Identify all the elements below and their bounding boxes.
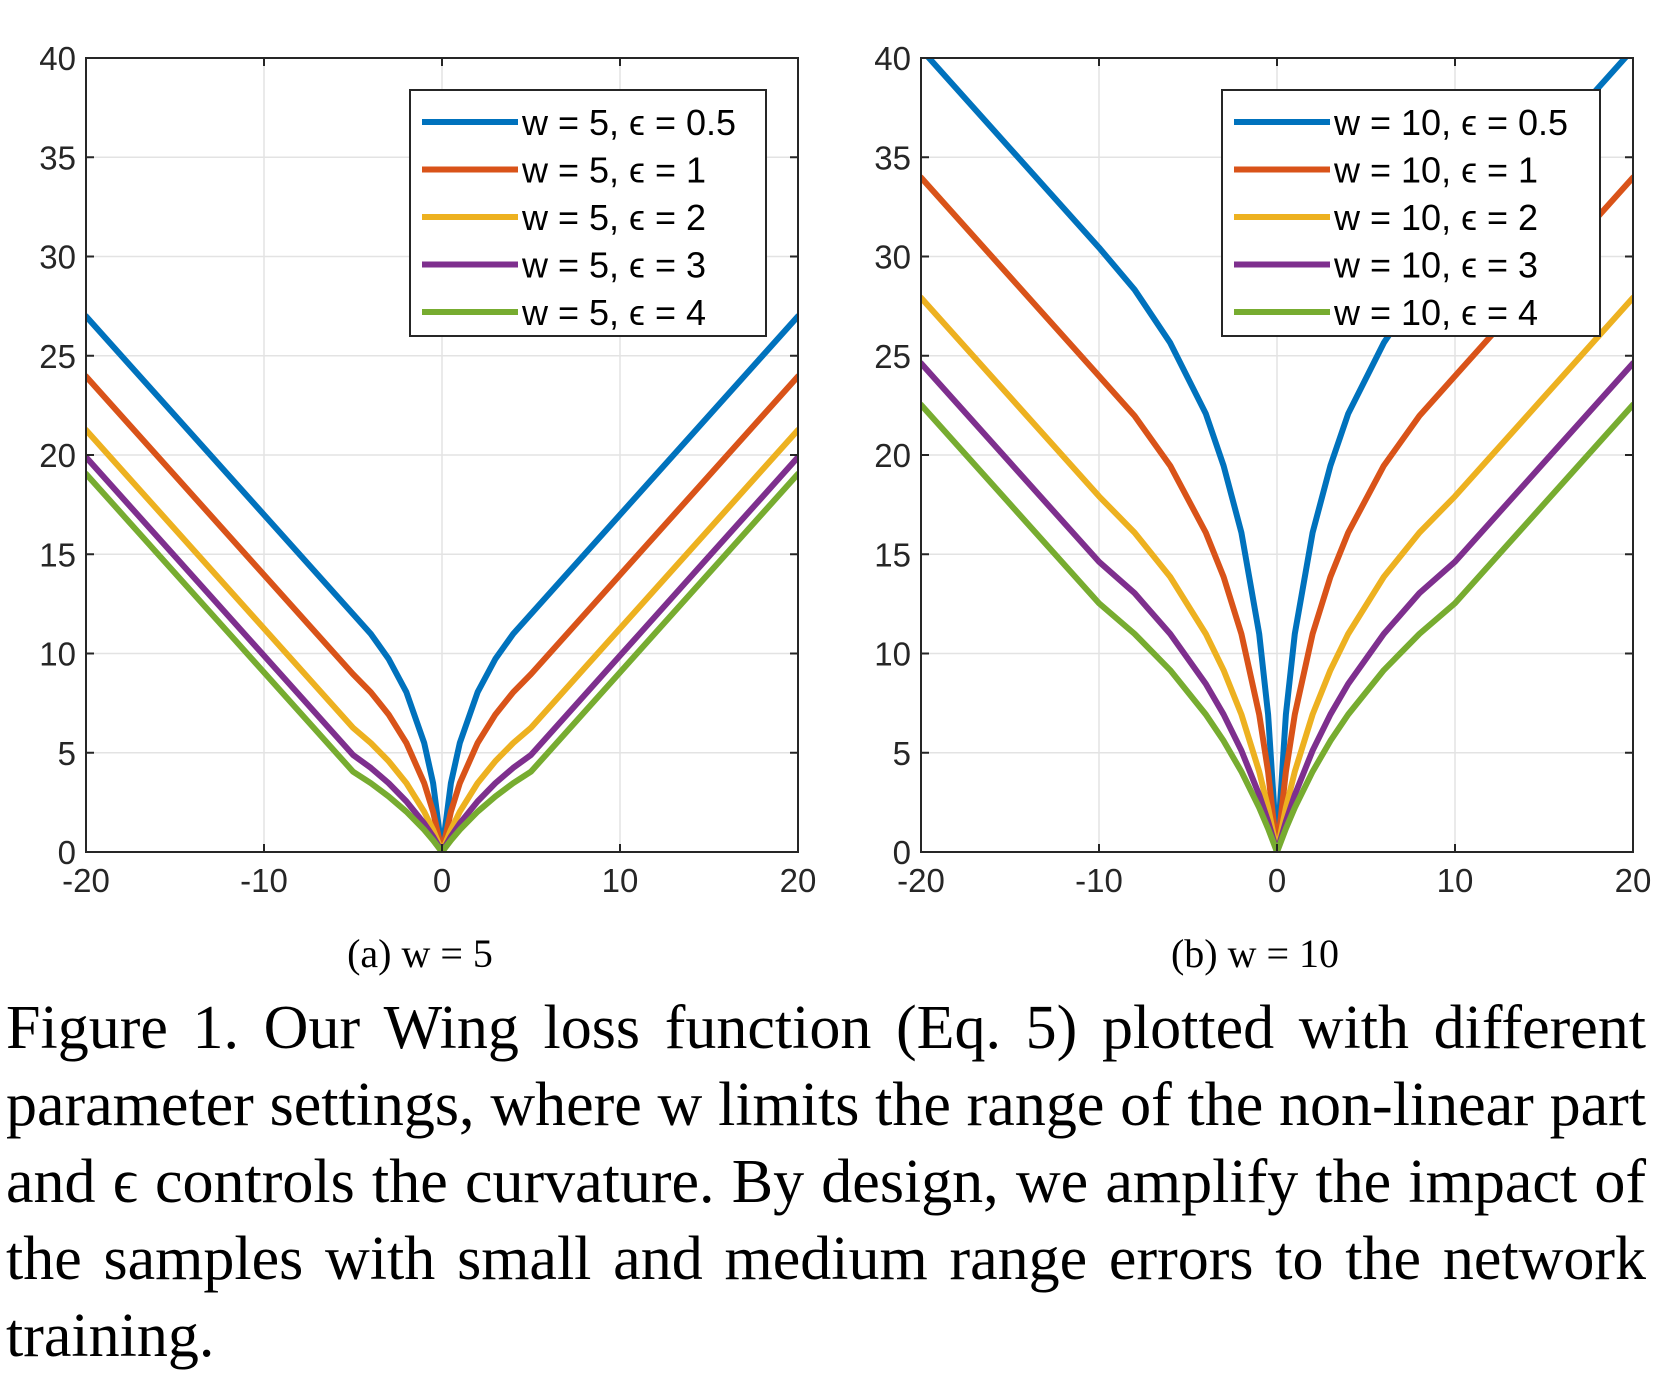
legend-label: w = 10, ϵ = 1: [1333, 150, 1538, 191]
y-tick-label: 20: [39, 437, 76, 474]
y-tick-label: 30: [874, 239, 911, 276]
series-line: [86, 426, 798, 852]
caption-line: the samples with small and medium range …: [6, 1225, 1646, 1293]
y-tick-label: 20: [874, 437, 911, 474]
series-line: [921, 174, 1633, 852]
caption-line: and ϵ controls the curvature. By design,…: [6, 1148, 1646, 1216]
subcaption-a: (a) w = 5: [347, 931, 493, 976]
chart-panel-a: -20 -10 0 10 20 0 5 10 15 20 25 30 35 40 w = 5, ϵ = 0.…: [39, 40, 816, 899]
caption-line: parameter settings, where w limits the r…: [6, 1071, 1646, 1139]
y-tick-label: 10: [874, 636, 911, 673]
series-group: [86, 313, 798, 852]
x-tick-label: -10: [240, 862, 288, 899]
legend-label: w = 5, ϵ = 4: [521, 292, 706, 333]
legend-label: w = 5, ϵ = 0.5: [521, 102, 736, 143]
series-line: [86, 454, 798, 852]
x-tick-label: -20: [897, 862, 945, 899]
y-tick-label: 35: [874, 139, 911, 176]
legend-label: w = 5, ϵ = 1: [521, 150, 706, 191]
series-line: [86, 373, 798, 852]
y-tick-label: 5: [893, 735, 911, 772]
y-tick-label: 10: [39, 636, 76, 673]
x-tick-label: 10: [1437, 862, 1474, 899]
x-tick-label: 0: [1268, 862, 1286, 899]
legend-label: w = 10, ϵ = 2: [1333, 197, 1538, 238]
y-tick-label: 0: [58, 834, 76, 871]
y-tick-label: 15: [39, 536, 76, 573]
series-line: [921, 294, 1633, 852]
x-tick-label: -10: [1075, 862, 1123, 899]
legend-box: [1221, 89, 1601, 337]
legend-label: w = 10, ϵ = 4: [1333, 292, 1538, 333]
legend: w = 5, ϵ = 0.5 w = 5, ϵ = 1 w = 5, ϵ = 2 w …: [409, 89, 767, 337]
x-tick-label: 20: [780, 862, 817, 899]
legend: w = 10, ϵ = 0.5 w = 10, ϵ = 1 w = 10, ϵ = …: [1221, 89, 1601, 337]
y-tick-label: 15: [874, 536, 911, 573]
y-tick-label: 40: [874, 40, 911, 77]
legend-box: [409, 89, 767, 337]
chart-panel-b: -20 -10 0 10 20 0 5 10 15 20 25 30 35 40 w = 10, ϵ = 0…: [874, 40, 1651, 899]
y-tick-label: 35: [39, 139, 76, 176]
legend-label: w = 5, ϵ = 2: [521, 197, 706, 238]
series-line: [921, 401, 1633, 852]
x-tick-label: 20: [1615, 862, 1652, 899]
legend-label: w = 5, ϵ = 3: [521, 245, 706, 286]
x-tick-label: 10: [602, 862, 639, 899]
caption-line: Figure 1. Our Wing loss function (Eq. 5)…: [6, 994, 1646, 1062]
y-tick-label: 40: [39, 40, 76, 77]
y-tick-label: 0: [893, 834, 911, 871]
caption-line: training.: [6, 1302, 215, 1370]
y-tick-label: 25: [874, 338, 911, 375]
y-tick-label: 25: [39, 338, 76, 375]
figure-caption: Figure 1. Our Wing loss function (Eq. 5)…: [6, 990, 1646, 1375]
subcaption-b: (b) w = 10: [1171, 931, 1339, 976]
series-line: [921, 360, 1633, 852]
figure: -20 -10 0 10 20 0 5 10 15 20 25 30 35 40 w = 5, ϵ = 0.…: [39, 40, 1651, 976]
legend-label: w = 10, ϵ = 3: [1333, 245, 1538, 286]
series-line: [86, 313, 798, 852]
series-line: [86, 470, 798, 852]
x-tick-label: -20: [62, 862, 110, 899]
y-tick-label: 30: [39, 239, 76, 276]
y-tick-label: 5: [58, 735, 76, 772]
x-tick-label: 0: [433, 862, 451, 899]
legend-label: w = 10, ϵ = 0.5: [1333, 102, 1568, 143]
